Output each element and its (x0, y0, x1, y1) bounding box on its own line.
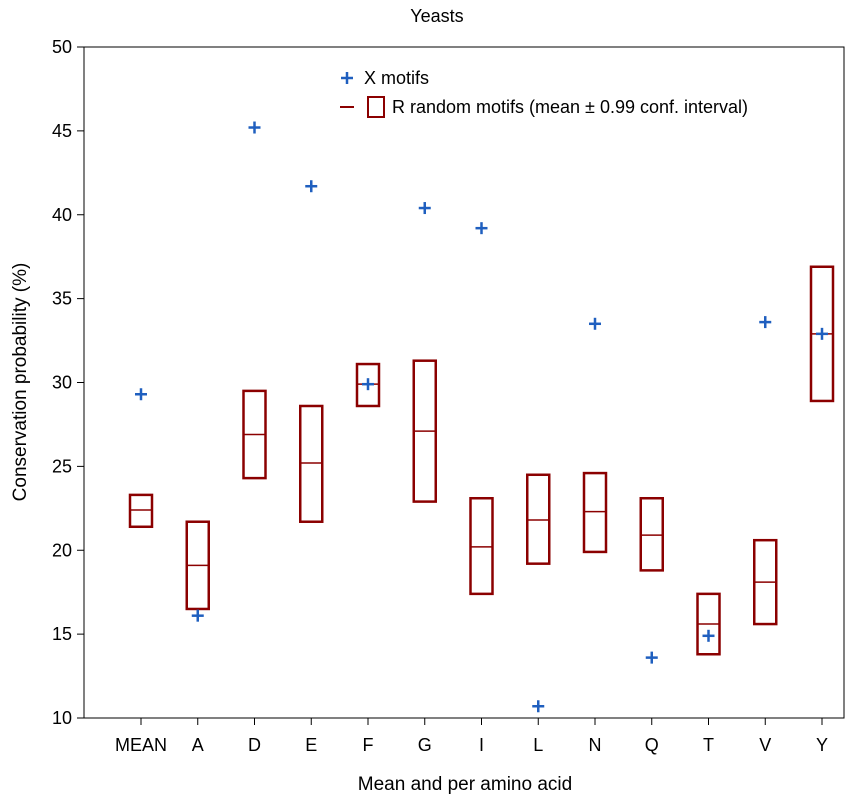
x-tick-label: Q (645, 735, 659, 755)
x-motif-point (135, 388, 147, 401)
x-motif-point (702, 629, 715, 642)
y-tick-label: 10 (52, 708, 72, 728)
legend-label-random-motifs: R random motifs (mean ± 0.99 conf. inter… (392, 97, 748, 117)
x-tick-label: E (305, 735, 317, 755)
x-motif-point (191, 609, 204, 622)
interval-box (128, 493, 154, 529)
x-tick-label: A (192, 735, 204, 755)
x-motif-point (645, 651, 658, 664)
x-tick-label: N (589, 735, 602, 755)
x-tick-label: V (759, 735, 771, 755)
x-tick-label: D (248, 735, 261, 755)
y-axis: 10 15 20 25 30 35 40 45 50 (52, 37, 84, 728)
x-motif-point (475, 222, 488, 235)
x-motif-point (305, 180, 318, 193)
x-axis-label: Mean and per amino acid (358, 774, 572, 795)
x-tick-label: L (533, 735, 543, 755)
interval-box (469, 496, 494, 596)
x-tick-label: MEAN (115, 735, 167, 755)
x-tick-label: F (363, 735, 374, 755)
x-axis: MEAN A D E F G I L N Q T V Y (115, 718, 828, 755)
x-motif-point (362, 378, 374, 391)
x-tick-label: Y (816, 735, 828, 755)
interval-box (526, 473, 551, 565)
y-tick-label: 20 (52, 540, 72, 560)
x-motif-point (248, 121, 261, 134)
x-tick-label: G (418, 735, 432, 755)
x-tick-label: T (703, 735, 714, 755)
interval-box (582, 471, 608, 554)
y-tick-label: 40 (52, 205, 72, 225)
interval-box (299, 404, 324, 523)
legend-label-x-motifs: X motifs (364, 68, 429, 88)
x-motif-point (759, 316, 772, 329)
x-motif-point (418, 202, 431, 215)
interval-box (639, 496, 664, 572)
x-motif-point (816, 327, 828, 340)
box-series (128, 265, 835, 656)
x-tick-label: I (479, 735, 484, 755)
y-tick-label: 35 (52, 289, 72, 309)
interval-box (355, 362, 381, 408)
y-tick-label: 30 (52, 373, 72, 393)
point-series (135, 121, 828, 713)
y-axis-label: Conservation probability (%) (10, 263, 31, 502)
legend-marker-random-motifs (340, 96, 385, 118)
y-tick-label: 45 (52, 121, 72, 141)
y-tick-label: 15 (52, 624, 72, 644)
legend-marker-x-motifs (341, 72, 353, 84)
y-tick-label: 50 (52, 37, 72, 57)
legend: X motifs R random motifs (mean ± 0.99 co… (340, 68, 748, 118)
chart-title: Yeasts (410, 6, 463, 26)
y-tick-label: 25 (52, 456, 72, 476)
x-motif-point (589, 317, 601, 330)
x-motif-point (532, 700, 545, 713)
